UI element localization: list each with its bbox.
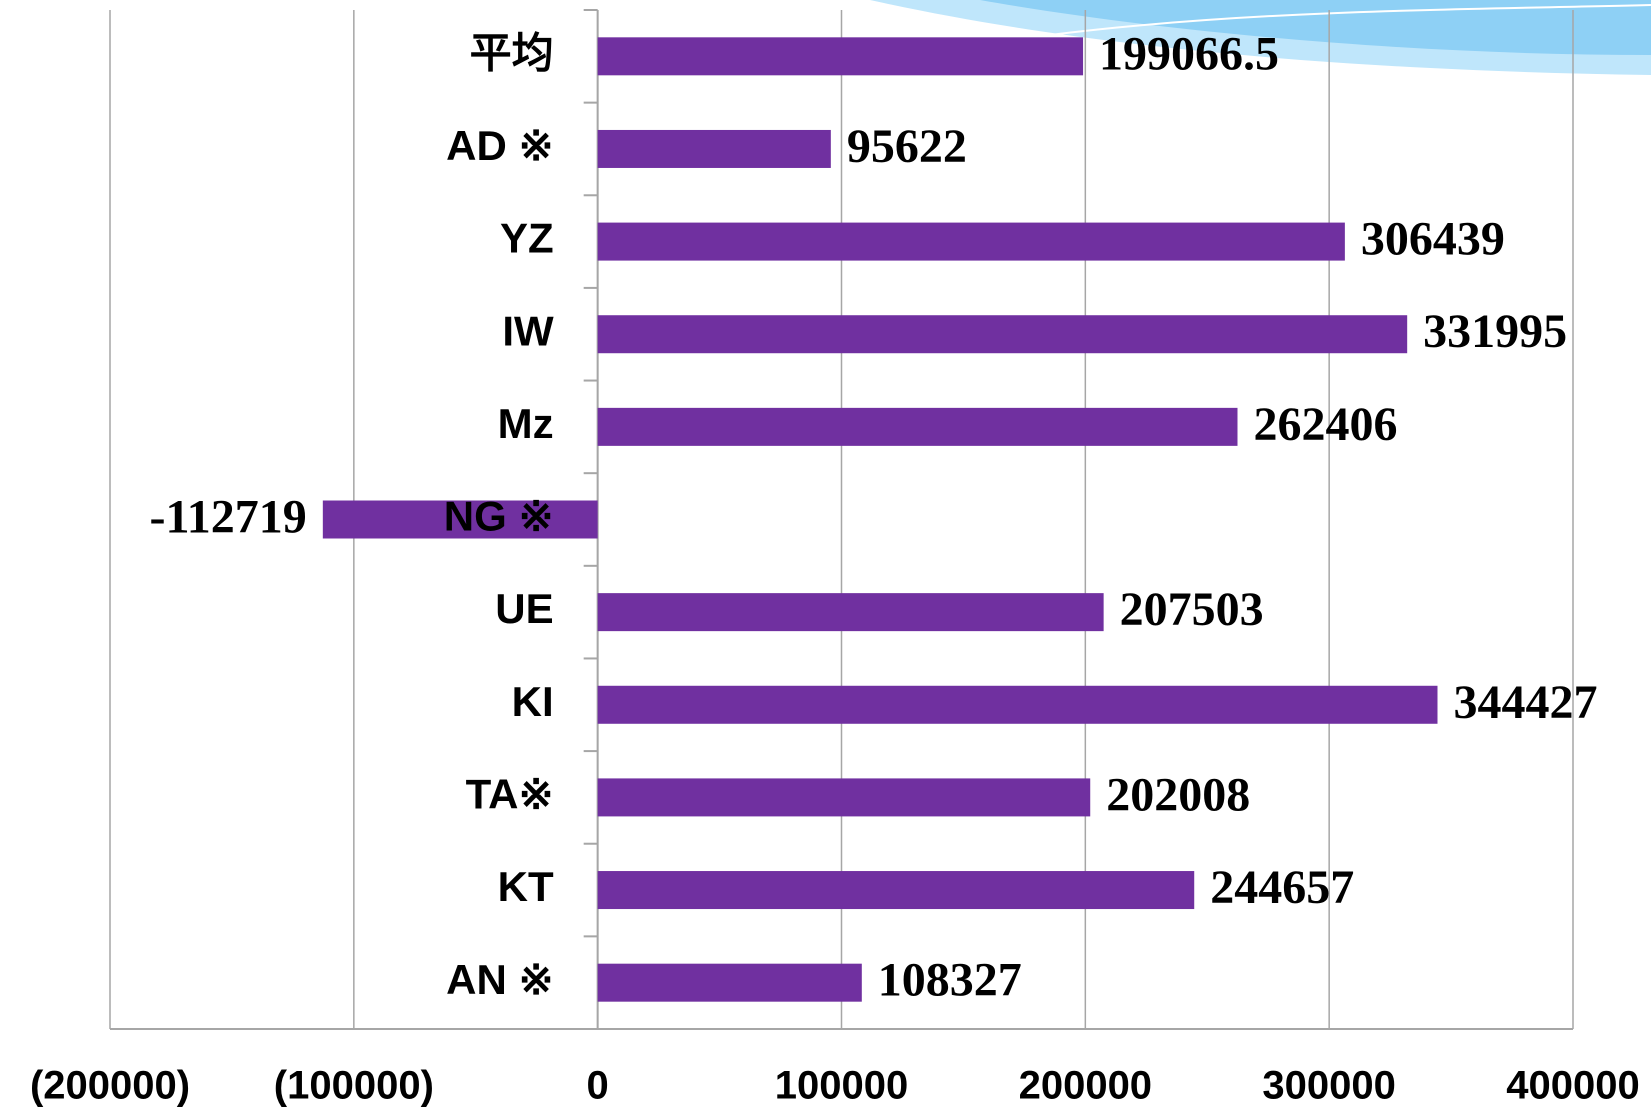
- y-tick-label: 平均: [470, 29, 554, 76]
- bar: [597, 963, 862, 1002]
- value-label: 306439: [1361, 213, 1505, 266]
- y-tick-label: AN ※: [446, 956, 554, 1003]
- y-tick-label: TA※: [466, 771, 554, 818]
- value-label: 199066.5: [1099, 27, 1279, 80]
- bar: [597, 407, 1238, 446]
- x-tick-label: 100000: [775, 1064, 908, 1108]
- decoration: [870, 0, 1651, 75]
- value-label: 262406: [1254, 398, 1398, 451]
- bar: [597, 593, 1104, 632]
- x-tick-label: 400000: [1506, 1064, 1639, 1108]
- bar: [597, 37, 1084, 76]
- value-label: 95622: [847, 120, 967, 173]
- value-label: 344427: [1453, 676, 1597, 729]
- y-tick-label: KT: [498, 863, 554, 910]
- value-label: 207503: [1120, 583, 1264, 636]
- value-label: 202008: [1106, 768, 1250, 821]
- y-tick-label: YZ: [500, 215, 554, 262]
- swoosh: [980, 0, 1651, 55]
- bar: [597, 685, 1438, 724]
- value-label: -112719: [149, 491, 306, 544]
- swoosh-line: [1049, 4, 1651, 36]
- y-tick-label: AD ※: [446, 122, 554, 169]
- y-tick-label: UE: [495, 585, 553, 632]
- value-label: 244657: [1210, 861, 1354, 914]
- bar: [322, 500, 598, 539]
- y-tick-label: Mz: [498, 400, 554, 447]
- bar: [597, 222, 1345, 261]
- bar: [597, 315, 1408, 354]
- y-tick-label: IW: [502, 307, 554, 354]
- value-label: 331995: [1423, 305, 1567, 358]
- x-tick-label: 300000: [1262, 1064, 1395, 1108]
- y-tick-label: NG ※: [444, 493, 554, 540]
- bar: [597, 778, 1091, 817]
- y-tick-label: KI: [512, 678, 554, 725]
- x-tick-label: 200000: [1019, 1064, 1152, 1108]
- bar: [597, 871, 1195, 910]
- x-tick-label: (200000): [30, 1064, 190, 1108]
- x-tick-label: (100000): [274, 1064, 434, 1108]
- bar: [597, 129, 831, 168]
- value-label: 108327: [878, 954, 1022, 1007]
- x-tick-label: 0: [587, 1064, 609, 1108]
